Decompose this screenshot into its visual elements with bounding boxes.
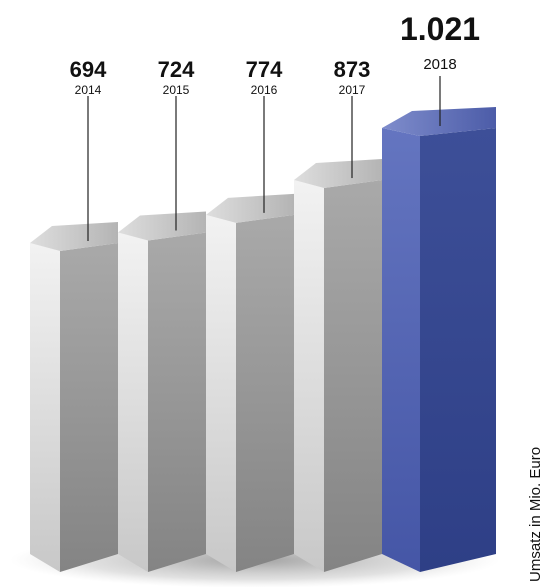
- bars-group: [30, 107, 496, 573]
- year-label-2017: 2017: [339, 83, 366, 97]
- bar-top-face: [206, 193, 294, 223]
- bar-side-face: [206, 214, 236, 572]
- bar-front-face: [236, 214, 294, 572]
- bar-front-face: [60, 243, 118, 572]
- bar-top-face: [30, 222, 118, 251]
- value-label-2014: 694: [70, 57, 107, 82]
- year-label-2016: 2016: [251, 83, 278, 97]
- bar-2017: [294, 159, 382, 572]
- bar-top-face: [382, 107, 496, 136]
- bar-2018: [382, 107, 496, 572]
- year-label-2014: 2014: [75, 83, 102, 97]
- value-label-2017: 873: [334, 57, 371, 82]
- bar-2014: [30, 222, 118, 572]
- year-label-2015: 2015: [163, 83, 190, 97]
- bar-side-face: [30, 243, 60, 572]
- bar-side-face: [382, 128, 420, 572]
- value-label-2018: 1.021: [400, 11, 480, 47]
- bar-2015: [118, 211, 206, 573]
- bar-front-face: [148, 232, 206, 573]
- year-label-2018: 2018: [423, 56, 456, 73]
- value-label-2016: 774: [246, 57, 283, 82]
- value-label-2015: 724: [158, 57, 195, 82]
- bar-front-face: [420, 128, 496, 572]
- bar-top-face: [294, 159, 382, 189]
- bar-side-face: [118, 232, 148, 573]
- bar-front-face: [324, 180, 382, 572]
- bar-2016: [206, 193, 294, 572]
- bar-top-face: [118, 211, 206, 241]
- bar-side-face: [294, 180, 324, 572]
- unit-label: Umsatz in Mio. Euro: [527, 447, 540, 582]
